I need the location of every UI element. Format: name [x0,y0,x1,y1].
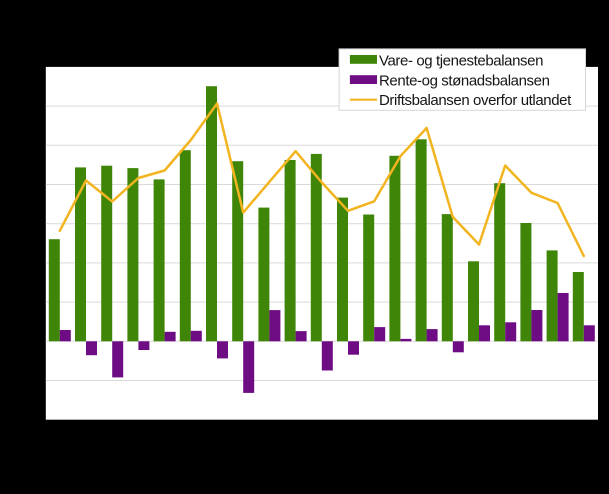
svg-text:Rente-og stønadsbalansen: Rente-og stønadsbalansen [379,72,550,89]
svg-text:Driftsbalansen overfor utlande: Driftsbalansen overfor utlandet [379,92,572,109]
svg-text:Vare- og tjenestebalansen: Vare- og tjenestebalansen [379,53,543,70]
